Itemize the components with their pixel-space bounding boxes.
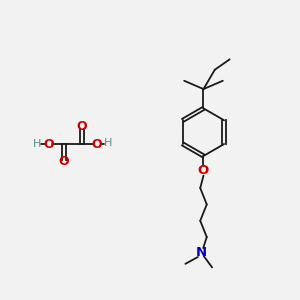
Text: H: H [104, 138, 112, 148]
Text: H: H [33, 139, 41, 149]
Text: O: O [58, 155, 69, 168]
Text: O: O [198, 164, 209, 177]
Text: N: N [195, 246, 206, 259]
Text: O: O [92, 138, 102, 151]
Text: O: O [43, 138, 54, 151]
Text: O: O [76, 120, 87, 133]
